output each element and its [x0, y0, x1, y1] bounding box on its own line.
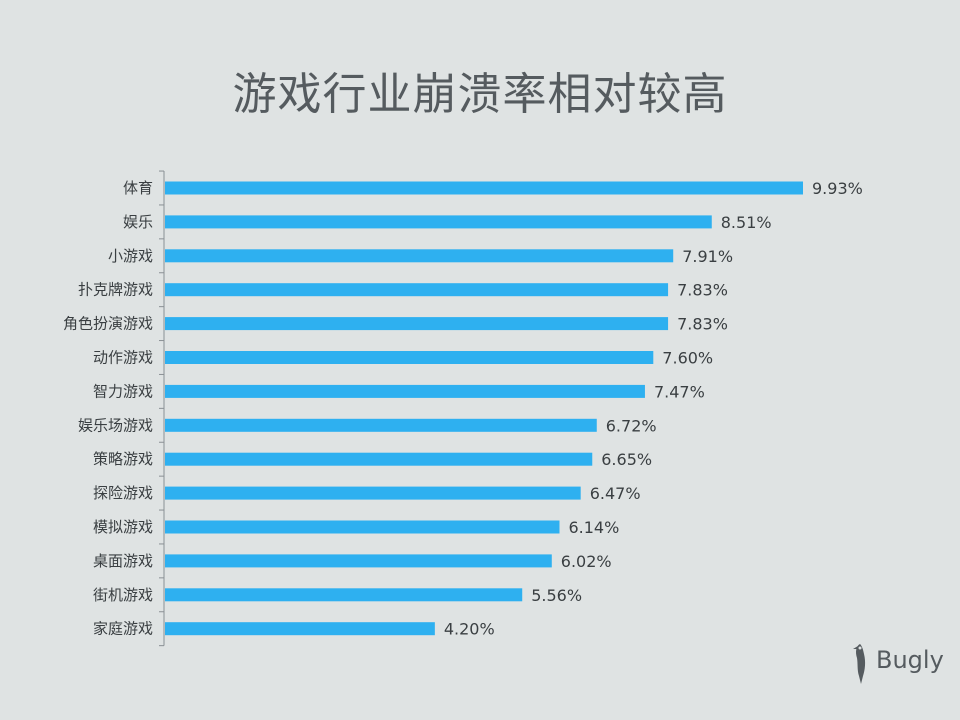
bar: [165, 588, 523, 602]
bar: [165, 317, 669, 331]
bar: [165, 486, 581, 500]
bar: [165, 622, 435, 636]
value-label: 7.47%: [654, 382, 705, 401]
category-label: 娱乐: [123, 213, 153, 231]
value-label: 8.51%: [721, 213, 772, 232]
bar: [165, 283, 669, 297]
category-label: 桌面游戏: [93, 552, 153, 570]
category-label: 家庭游戏: [93, 620, 153, 638]
bar: [165, 452, 593, 466]
value-label: 4.20%: [444, 620, 495, 639]
logo-text: Bugly: [876, 646, 944, 674]
bugly-logo-icon: [853, 644, 866, 684]
category-label: 策略游戏: [93, 450, 153, 468]
bar: [165, 249, 674, 263]
value-label: 5.56%: [531, 586, 582, 605]
value-label: 7.60%: [662, 349, 713, 368]
value-label: 6.47%: [590, 484, 641, 503]
category-label: 探险游戏: [93, 484, 153, 502]
value-label: 6.14%: [568, 518, 619, 537]
bar: [165, 181, 803, 195]
bar: [165, 384, 645, 398]
value-label: 7.91%: [682, 247, 733, 266]
value-label: 6.02%: [561, 552, 612, 571]
category-label: 街机游戏: [93, 586, 153, 604]
bar: [165, 554, 552, 568]
value-label: 7.83%: [677, 281, 728, 300]
page-title: 游戏行业崩溃率相对较高: [232, 69, 728, 120]
value-label: 6.72%: [606, 416, 657, 435]
category-label: 小游戏: [108, 247, 153, 265]
category-label: 娱乐场游戏: [78, 416, 153, 434]
value-label: 7.83%: [677, 315, 728, 334]
bar: [165, 520, 560, 534]
bar: [165, 351, 654, 364]
category-label: 角色扮演游戏: [63, 315, 153, 333]
category-label: 模拟游戏: [93, 518, 153, 536]
value-label: 9.93%: [812, 179, 863, 198]
category-label: 体育: [123, 179, 153, 197]
bar: [165, 418, 597, 432]
category-label: 扑克牌游戏: [78, 281, 153, 299]
category-label: 智力游戏: [93, 382, 153, 400]
category-label: 动作游戏: [93, 349, 153, 367]
value-label: 6.65%: [601, 450, 652, 469]
bar: [165, 215, 712, 229]
